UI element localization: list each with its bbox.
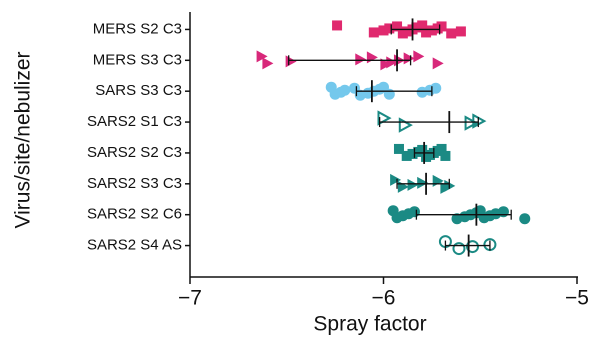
y-tick-label: SARS2 S2 C6 [87, 206, 182, 223]
point [436, 143, 447, 154]
point [366, 51, 378, 64]
point [436, 21, 447, 32]
point [446, 28, 457, 39]
point [390, 173, 402, 186]
point [332, 20, 343, 31]
y-tick-label: MERS S3 C3 [93, 51, 182, 68]
x-tick-label: −6 [372, 287, 396, 310]
y-tick-label: SARS2 S1 C3 [87, 113, 182, 130]
point [401, 150, 412, 161]
point [397, 180, 409, 193]
point [464, 115, 479, 131]
point [417, 176, 429, 189]
y-tick-label: SARS S3 C3 [95, 82, 182, 99]
y-axis-label: Virus/site/nebulizer [12, 51, 35, 228]
point [392, 21, 403, 32]
point [339, 84, 351, 96]
y-tick-label: MERS S2 C3 [93, 20, 182, 37]
point [466, 240, 480, 254]
point [377, 110, 392, 126]
x-tick-label: −5 [565, 287, 589, 310]
point [403, 52, 415, 65]
point [355, 53, 367, 66]
point [408, 206, 420, 218]
point [285, 55, 297, 68]
point [256, 50, 268, 63]
y-tick-label: SARS2 S3 C3 [87, 175, 182, 192]
point [426, 25, 437, 36]
point [398, 117, 413, 133]
point [413, 50, 425, 63]
point [417, 20, 428, 31]
x-tick-label: −7 [178, 287, 202, 310]
point [432, 57, 444, 70]
point [378, 25, 389, 36]
point [430, 82, 442, 94]
point [455, 26, 466, 37]
point [497, 206, 509, 218]
point [401, 26, 412, 37]
point [262, 57, 274, 70]
point [386, 56, 398, 69]
y-tick-label: SARS2 S4 AS [87, 237, 182, 254]
point [393, 143, 404, 154]
point [380, 58, 392, 71]
point [407, 148, 418, 159]
point [384, 23, 395, 34]
point [407, 178, 419, 191]
point [519, 213, 531, 225]
point [368, 27, 379, 38]
point [452, 242, 466, 256]
point [440, 150, 451, 161]
point [383, 88, 395, 100]
point [417, 144, 428, 155]
y-tick-label: SARS2 S2 C3 [87, 144, 182, 161]
x-axis-label: Spray factor [313, 313, 426, 336]
point [421, 27, 432, 38]
point [411, 22, 422, 33]
